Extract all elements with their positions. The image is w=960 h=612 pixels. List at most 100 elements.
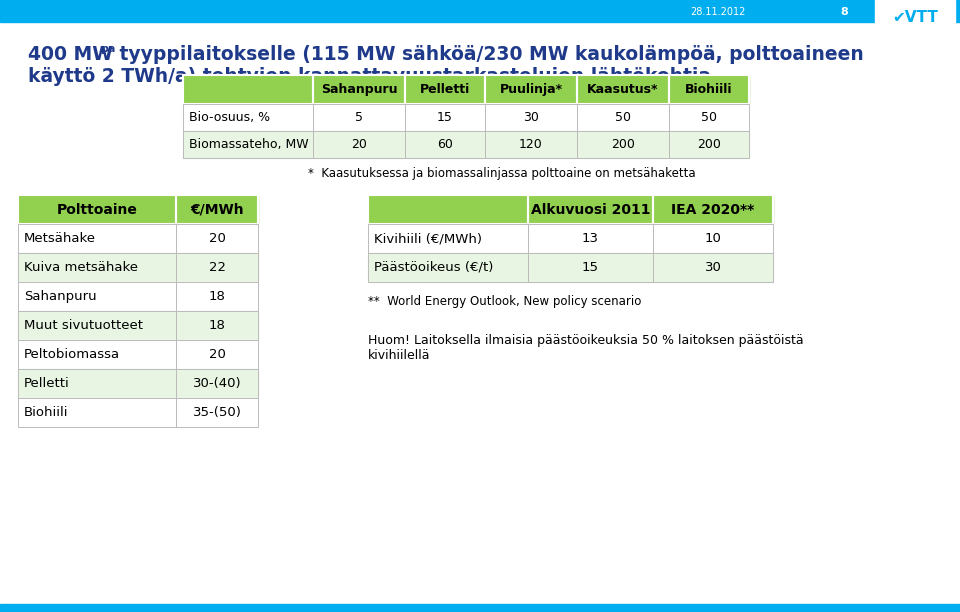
Bar bbox=[485, 104, 577, 131]
Bar bbox=[368, 224, 528, 253]
Text: Alkuvuosi 2011: Alkuvuosi 2011 bbox=[531, 203, 650, 217]
Bar bbox=[18, 224, 176, 253]
Bar bbox=[669, 131, 749, 158]
Bar bbox=[528, 195, 653, 224]
Text: Kaasutus*: Kaasutus* bbox=[588, 83, 659, 96]
Text: 20: 20 bbox=[208, 348, 226, 361]
Bar bbox=[176, 369, 258, 398]
Text: 60: 60 bbox=[437, 138, 453, 151]
Text: 50: 50 bbox=[701, 111, 717, 124]
Bar bbox=[577, 131, 669, 158]
Bar bbox=[176, 311, 258, 340]
Bar bbox=[653, 224, 773, 253]
Text: 30: 30 bbox=[523, 111, 539, 124]
Bar bbox=[485, 75, 577, 104]
Text: Bio-osuus, %: Bio-osuus, % bbox=[189, 111, 270, 124]
Bar bbox=[18, 398, 176, 427]
Bar bbox=[577, 104, 669, 131]
Bar bbox=[0, 0, 960, 22]
Bar bbox=[485, 104, 577, 131]
Bar bbox=[405, 131, 485, 158]
Bar bbox=[176, 253, 258, 282]
Text: 8: 8 bbox=[840, 7, 848, 17]
Bar bbox=[183, 75, 313, 104]
Bar bbox=[875, 0, 955, 34]
Bar bbox=[669, 131, 749, 158]
Bar bbox=[405, 75, 485, 104]
Text: 18: 18 bbox=[208, 319, 226, 332]
Bar bbox=[18, 369, 176, 398]
Bar bbox=[176, 340, 258, 369]
Bar bbox=[18, 195, 176, 224]
Text: Biomassateho, MW: Biomassateho, MW bbox=[189, 138, 308, 151]
Bar bbox=[313, 131, 405, 158]
Bar bbox=[653, 195, 773, 224]
Bar bbox=[405, 104, 485, 131]
Bar bbox=[577, 131, 669, 158]
Text: Biohiili: Biohiili bbox=[24, 406, 68, 419]
Text: *  Kaasutuksessa ja biomassalinjassa polttoaine on metsähaketta: * Kaasutuksessa ja biomassalinjassa polt… bbox=[308, 168, 696, 181]
Bar bbox=[405, 131, 485, 158]
Text: IEA 2020**: IEA 2020** bbox=[671, 203, 755, 217]
Bar bbox=[528, 195, 653, 224]
Bar bbox=[528, 253, 653, 282]
Text: 50: 50 bbox=[615, 111, 631, 124]
Bar bbox=[183, 131, 313, 158]
Bar bbox=[368, 224, 528, 253]
Text: Sahanpuru: Sahanpuru bbox=[321, 83, 397, 96]
Bar bbox=[669, 104, 749, 131]
Bar bbox=[405, 75, 485, 104]
Text: Päästöoikeus (€/t): Päästöoikeus (€/t) bbox=[374, 261, 493, 274]
Text: tyyppilaitokselle (115 MW sähköä/230 MW kaukolämpöä, polttoaineen: tyyppilaitokselle (115 MW sähköä/230 MW … bbox=[113, 45, 864, 64]
Text: Polttoaine: Polttoaine bbox=[57, 203, 137, 217]
Text: käyttö 2 TWh/a) tehtyjen kannattavuustarkastelujen lähtökohtia: käyttö 2 TWh/a) tehtyjen kannattavuustar… bbox=[28, 67, 711, 86]
Bar bbox=[577, 75, 669, 104]
Bar bbox=[313, 104, 405, 131]
Bar bbox=[368, 253, 528, 282]
Bar bbox=[18, 253, 176, 282]
Text: 28.11.2012: 28.11.2012 bbox=[690, 7, 745, 17]
Bar bbox=[18, 253, 176, 282]
Text: Kuiva metsähake: Kuiva metsähake bbox=[24, 261, 138, 274]
Bar bbox=[485, 75, 577, 104]
Bar bbox=[176, 224, 258, 253]
Bar bbox=[183, 104, 313, 131]
Text: Pelletti: Pelletti bbox=[24, 377, 70, 390]
Bar bbox=[18, 311, 176, 340]
Text: 22: 22 bbox=[208, 261, 226, 274]
Text: Peltobiomassa: Peltobiomassa bbox=[24, 348, 120, 361]
Bar bbox=[485, 131, 577, 158]
Bar bbox=[653, 224, 773, 253]
Text: Huom! Laitoksella ilmaisia päästöoikeuksia 50 % laitoksen päästöistä
kivihiilell: Huom! Laitoksella ilmaisia päästöoikeuks… bbox=[368, 334, 804, 362]
Bar bbox=[368, 195, 528, 224]
Bar bbox=[653, 253, 773, 282]
Bar bbox=[176, 369, 258, 398]
Bar bbox=[18, 398, 176, 427]
Bar bbox=[176, 253, 258, 282]
Text: Sahanpuru: Sahanpuru bbox=[24, 290, 97, 303]
Text: 20: 20 bbox=[208, 232, 226, 245]
Text: 18: 18 bbox=[208, 290, 226, 303]
Bar bbox=[176, 398, 258, 427]
Text: 30-(40): 30-(40) bbox=[193, 377, 241, 390]
Bar bbox=[669, 104, 749, 131]
Text: 400 MW: 400 MW bbox=[28, 45, 113, 64]
Bar bbox=[183, 104, 313, 131]
Text: **  World Energy Outlook, New policy scenario: ** World Energy Outlook, New policy scen… bbox=[368, 296, 641, 308]
Text: Metsähake: Metsähake bbox=[24, 232, 96, 245]
Bar bbox=[313, 75, 405, 104]
Bar bbox=[176, 224, 258, 253]
Text: 20: 20 bbox=[351, 138, 367, 151]
Bar bbox=[176, 311, 258, 340]
Bar bbox=[176, 340, 258, 369]
Bar bbox=[176, 282, 258, 311]
Bar bbox=[405, 104, 485, 131]
Bar bbox=[18, 340, 176, 369]
Bar bbox=[577, 104, 669, 131]
Bar bbox=[313, 104, 405, 131]
Bar bbox=[528, 224, 653, 253]
Bar bbox=[18, 282, 176, 311]
Text: 200: 200 bbox=[612, 138, 635, 151]
Bar bbox=[528, 253, 653, 282]
Bar bbox=[313, 75, 405, 104]
